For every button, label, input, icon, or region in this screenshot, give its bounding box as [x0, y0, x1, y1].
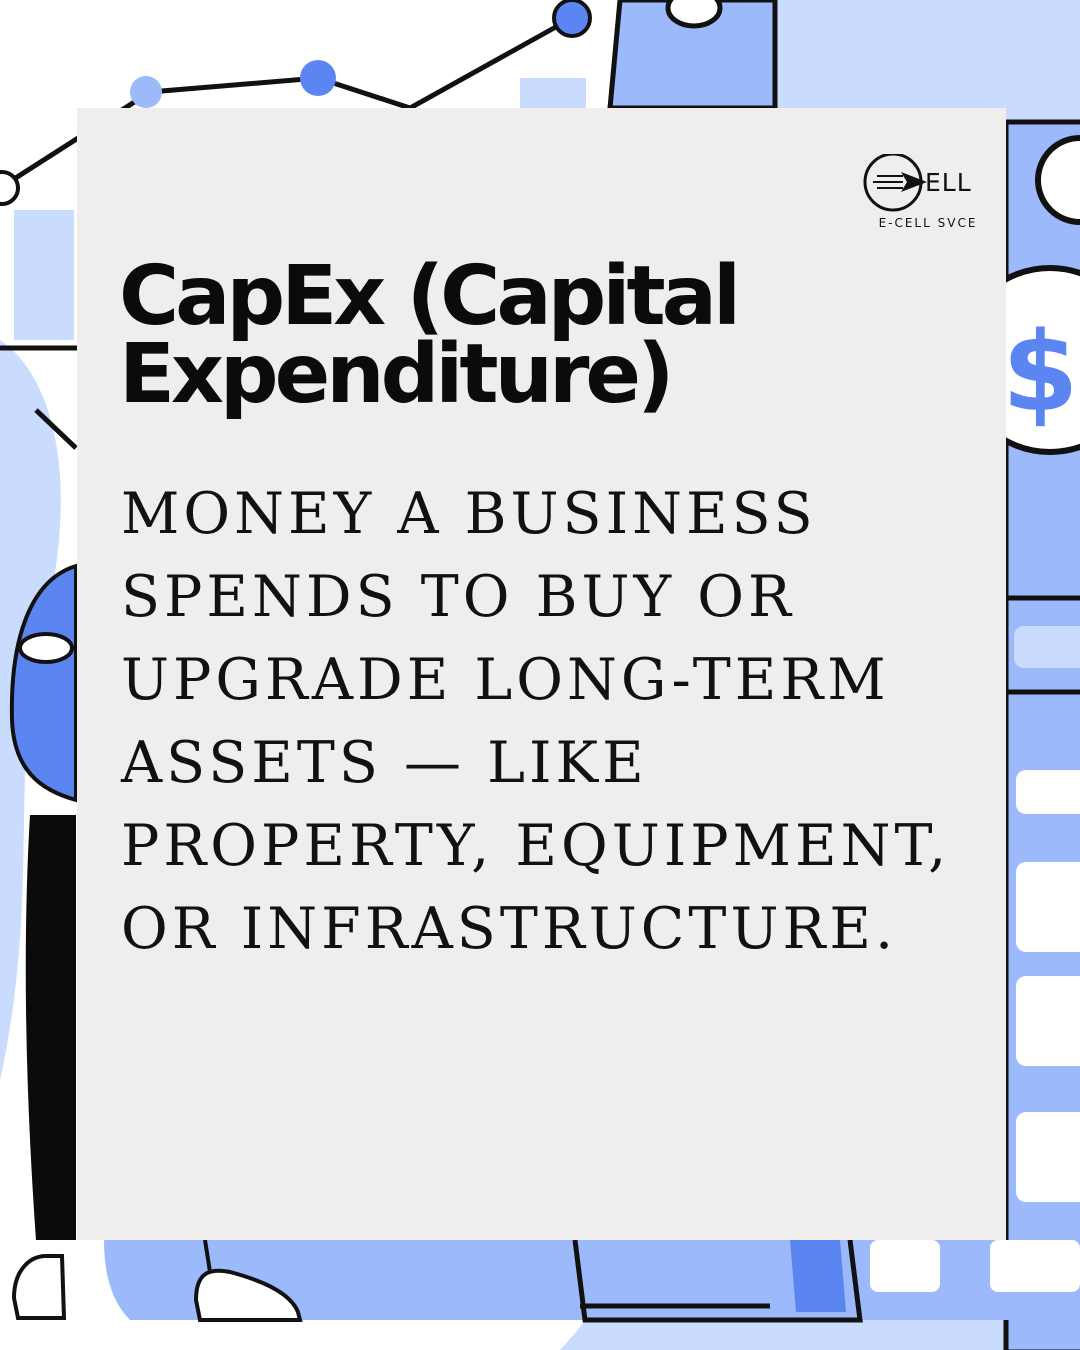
person-body [9, 563, 78, 803]
trend-point [0, 170, 20, 206]
desk-tile [990, 1240, 1080, 1292]
calculator-key [1016, 1112, 1080, 1202]
person-shoe [11, 1254, 67, 1320]
background-blob-left [0, 340, 61, 1080]
paper-plane-icon [863, 154, 927, 212]
logo-wordmark: ELL [925, 168, 972, 197]
calculator-key [1016, 770, 1080, 814]
chart-bar [14, 210, 74, 340]
calculator-key [1016, 862, 1080, 952]
person-legs [25, 815, 77, 1240]
dollar-icon: $ [1002, 308, 1079, 436]
calculator-key [1016, 976, 1080, 1066]
content-card: ELL E-CELL SVCE CapEx (Capital Expenditu… [77, 108, 1006, 1240]
logo-caption: E-CELL SVCE [878, 216, 978, 230]
page-title: CapEx (Capital Expenditure) [119, 249, 741, 422]
trend-point [130, 76, 162, 108]
ecell-logo: ELL E-CELL SVCE [863, 154, 993, 244]
person-shoe [193, 1268, 303, 1322]
trend-point [552, 0, 592, 38]
desk-tile [870, 1240, 940, 1292]
calculator-key [1014, 626, 1080, 668]
trend-point [300, 60, 336, 96]
definition-text: MONEY A BUSINESS SPENDS TO BUY OR UPGRAD… [121, 481, 951, 962]
